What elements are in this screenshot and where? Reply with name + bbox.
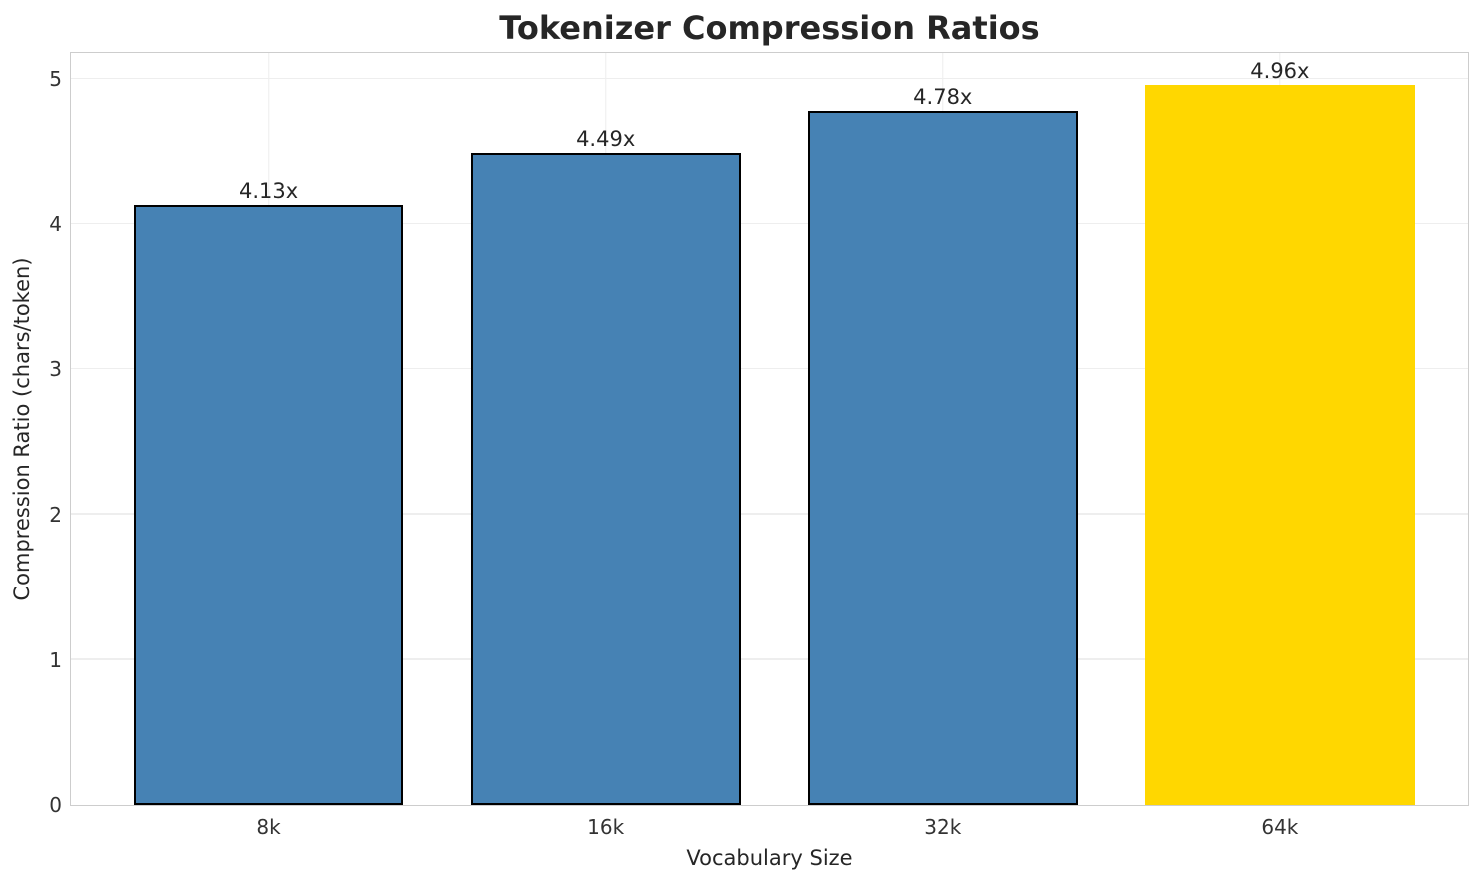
y-axis-label: Compression Ratio (chars/token)	[10, 257, 34, 601]
x-tick-label: 64k	[1261, 815, 1299, 839]
bar-32k	[807, 111, 1078, 805]
x-tick-label: 8k	[256, 815, 281, 839]
y-tick-label: 3	[49, 357, 62, 382]
horizontal-gridline	[71, 658, 1468, 660]
x-axis-label: Vocabulary Size	[686, 846, 853, 870]
horizontal-gridline	[71, 513, 1468, 515]
x-tick-label: 16k	[587, 815, 625, 839]
bar-16k	[470, 153, 741, 805]
bar-value-label: 4.13x	[238, 179, 299, 204]
y-tick-label: 1	[49, 647, 62, 672]
bar-64k	[1145, 84, 1415, 805]
chart-title: Tokenizer Compression Ratios	[499, 9, 1040, 47]
horizontal-gridline	[71, 77, 1468, 80]
y-tick-label: 2	[49, 502, 62, 527]
bar-value-label: 4.78x	[913, 85, 973, 110]
horizontal-gridline	[71, 222, 1468, 225]
y-tick-label: 0	[49, 793, 62, 817]
bar-value-label: 4.96x	[1250, 58, 1310, 83]
x-tick-label: 32k	[924, 815, 962, 839]
horizontal-gridline	[71, 367, 1468, 370]
y-tick-label: 5	[49, 67, 62, 92]
bar-8k	[133, 205, 404, 805]
bar-value-label: 4.49x	[576, 127, 636, 152]
plot-area: 0 1 2 3 4 5 4.13x 8k 4.49x 16k 4.78x 32k 4.96x 64k	[49, 52, 1469, 839]
y-tick-label: 4	[49, 212, 62, 237]
